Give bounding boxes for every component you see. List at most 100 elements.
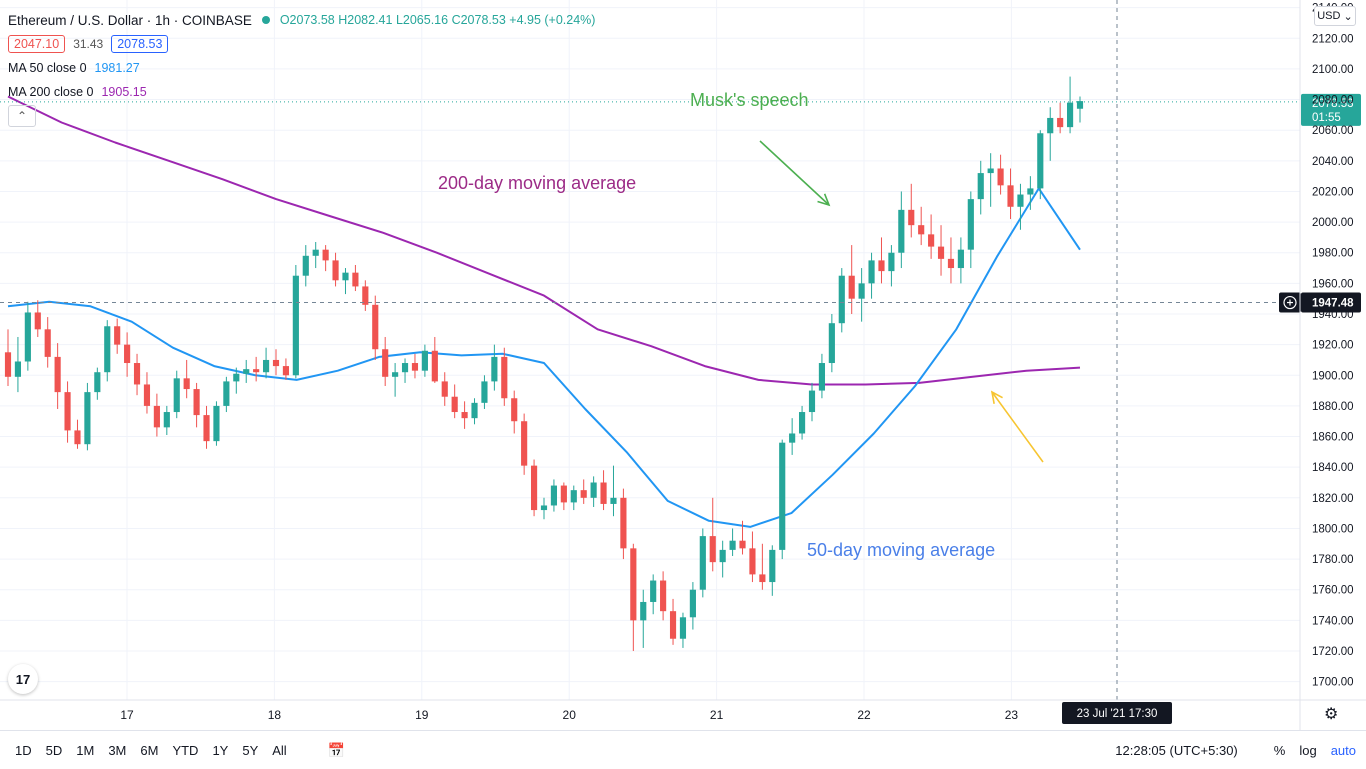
currency-selector[interactable]: USD ⌄ xyxy=(1314,6,1356,26)
clock-time[interactable]: 12:28:05 (UTC+5:30) xyxy=(1115,742,1238,758)
candle-body xyxy=(193,389,200,416)
candle xyxy=(600,470,607,511)
candle xyxy=(709,497,716,572)
candle-body xyxy=(4,352,12,377)
candle xyxy=(699,528,706,598)
crosshair-time-bg xyxy=(1062,702,1172,724)
candle xyxy=(997,154,1004,195)
crossover-arrow-icon xyxy=(990,390,1044,463)
candle xyxy=(521,413,528,475)
candle-body xyxy=(928,234,935,247)
price-tick-label: 1840.00 xyxy=(1312,462,1354,474)
range-1d-button[interactable]: 1D xyxy=(15,742,32,758)
ma50-annotation: 50-day moving average xyxy=(807,540,996,560)
candle xyxy=(362,280,369,311)
buy-price-button[interactable]: 2078.53 xyxy=(111,35,169,53)
candle xyxy=(947,237,955,284)
candle-body xyxy=(521,421,528,466)
chevron-up-icon[interactable]: ⌃ xyxy=(8,105,36,127)
candle xyxy=(530,459,538,517)
range-ytd-button[interactable]: YTD xyxy=(172,742,199,758)
time-tick-label: 17 xyxy=(120,708,134,722)
candle-body xyxy=(401,363,409,373)
candle xyxy=(858,268,865,322)
candle xyxy=(461,401,468,429)
candle xyxy=(818,353,826,399)
range-all-button[interactable]: All xyxy=(272,742,287,758)
candle xyxy=(104,320,111,382)
candle-body xyxy=(312,249,319,256)
candle xyxy=(650,574,657,615)
price-tick-label: 2100.00 xyxy=(1312,64,1354,76)
candle-body xyxy=(937,246,945,259)
ma50-path xyxy=(7,187,1081,528)
candle-body xyxy=(481,381,488,403)
candle-body xyxy=(153,405,160,428)
candle-body xyxy=(173,378,180,413)
price-tick-label: 2040.00 xyxy=(1312,156,1354,168)
candle-body xyxy=(44,329,51,357)
range-1y-button[interactable]: 1Y xyxy=(212,742,229,758)
candle-body xyxy=(838,275,845,324)
gear-icon[interactable]: ⚙ xyxy=(1324,706,1339,723)
ma200-legend-row[interactable]: MA 200 close 0 1905.15 xyxy=(8,80,595,104)
last-price-label-bg xyxy=(1301,93,1361,126)
candle xyxy=(382,336,389,386)
collapse-row: ⌃ xyxy=(8,104,595,128)
ma50-label: MA 50 close 0 xyxy=(8,61,87,75)
candle-body xyxy=(1017,194,1024,207)
percent-toggle[interactable]: % xyxy=(1273,742,1286,758)
candle xyxy=(987,153,994,207)
candle xyxy=(1076,96,1084,123)
candle xyxy=(808,382,816,422)
range-5y-button[interactable]: 5Y xyxy=(242,742,259,758)
price-tick-label: 1980.00 xyxy=(1312,248,1354,260)
candle xyxy=(749,531,756,583)
candle xyxy=(243,359,250,383)
range-3m-button[interactable]: 3M xyxy=(108,742,127,758)
candle xyxy=(34,300,41,337)
price-tick-label: 1960.00 xyxy=(1312,278,1354,290)
sell-price-button[interactable]: 2047.10 xyxy=(8,35,66,53)
candle xyxy=(828,314,835,373)
ma50-value: 1981.27 xyxy=(94,61,140,75)
candle-body xyxy=(560,485,567,503)
candle-body xyxy=(1027,188,1034,195)
candle-body xyxy=(243,369,250,374)
candle-body xyxy=(947,258,955,269)
candle xyxy=(74,419,81,449)
candle-body xyxy=(530,465,538,511)
change-value: +4.95 (+0.24%) xyxy=(509,13,596,27)
candle xyxy=(1007,168,1014,220)
candle xyxy=(401,358,409,383)
candle-body xyxy=(669,611,677,639)
tradingview-logo-icon[interactable]: 17 xyxy=(8,664,38,694)
ohlc-values: O2073.58 H2082.41 L2065.16 C2078.53 +4.9… xyxy=(280,13,596,27)
range-5d-button[interactable]: 5D xyxy=(45,742,63,758)
musk-arrow-icon xyxy=(759,140,831,207)
auto-toggle[interactable]: auto xyxy=(1330,742,1356,758)
candle-body xyxy=(719,549,726,563)
price-tick-label: 1760.00 xyxy=(1312,585,1354,597)
candle-body xyxy=(630,548,637,621)
plus-circle-icon xyxy=(1279,292,1301,313)
candle xyxy=(580,479,587,504)
candle-body xyxy=(570,490,577,503)
candle xyxy=(64,381,71,443)
candle xyxy=(233,367,240,394)
calendar-icon[interactable]: 📅 xyxy=(327,741,346,758)
symbol-title[interactable]: Ethereum / U.S. Dollar · 1h · COINBASE xyxy=(8,12,252,28)
candle-body xyxy=(640,601,647,621)
ma50-legend-row[interactable]: MA 50 close 0 1981.27 xyxy=(8,56,595,80)
candle xyxy=(352,264,359,292)
price-tick-label: 2020.00 xyxy=(1312,186,1354,198)
candle-body xyxy=(133,363,141,385)
range-6m-button[interactable]: 6M xyxy=(140,742,159,758)
candle-body xyxy=(769,549,776,583)
time-tick-label: 20 xyxy=(563,708,577,722)
musk-arrow-icon-head xyxy=(817,193,831,207)
range-1m-button[interactable]: 1M xyxy=(76,742,95,758)
log-toggle[interactable]: log xyxy=(1299,742,1317,758)
price-chart[interactable]: 2078.53 01:55 1947.48 23 Jul '21 17:30 1700… xyxy=(0,0,1366,730)
candle xyxy=(640,589,647,648)
